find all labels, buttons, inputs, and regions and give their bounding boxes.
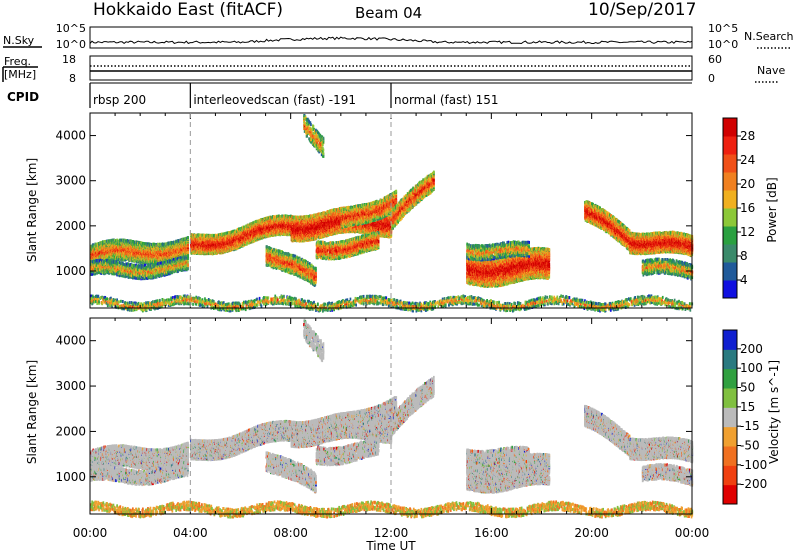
freq-label-2: [MHz]: [4, 68, 36, 81]
nsky-tick-bottom-left: 10^0: [56, 38, 86, 51]
cpid-segment-label: interleovedscan (fast) -191: [193, 93, 356, 107]
nave-label: Nave: [757, 64, 785, 77]
freq-tick-bottom: 8: [69, 72, 76, 85]
nsky-tick-bottom-right: 10^0: [708, 38, 738, 51]
nsky-tick-top-right: 10^5: [708, 22, 738, 35]
rti-figure: Hokkaido East (fitACF) Beam 04 10/Sep/20…: [0, 0, 800, 554]
nsky-tick-top-left: 10^5: [56, 22, 86, 35]
cpid-segments: rbsp 200 interleovedscan (fast) -191 norma…: [90, 83, 498, 108]
nsearch-label: N.Search: [744, 30, 794, 43]
superdarn-rti-plot: Hokkaido East (fitACF) Beam 04 10/Sep/20…: [0, 0, 800, 554]
nsky-trace: [90, 37, 692, 43]
nave-tick-bottom: 0: [708, 72, 715, 85]
cpid-segment-label: normal (fast) 151: [394, 93, 498, 107]
nave-tick-top: 60: [708, 53, 722, 66]
freq-panel-frame: [90, 56, 692, 80]
freq-label-1: Freq.: [4, 55, 31, 68]
station-title: Hokkaido East (fitACF): [93, 0, 283, 20]
freq-tick-top: 18: [62, 53, 76, 66]
nsky-label: N.Sky: [3, 34, 35, 47]
date-title: 10/Sep/2017: [588, 0, 696, 20]
cpid-segment-label: rbsp 200: [93, 93, 146, 107]
nsky-panel-frame: [90, 27, 692, 48]
cpid-label: CPID: [7, 90, 39, 104]
beam-title: Beam 04: [355, 4, 422, 22]
